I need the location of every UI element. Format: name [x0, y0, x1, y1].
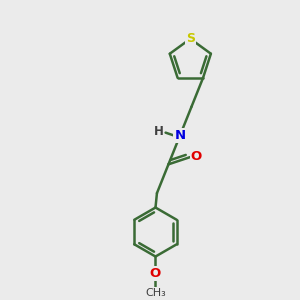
Text: O: O: [150, 267, 161, 280]
Text: N: N: [174, 129, 186, 142]
Text: O: O: [191, 150, 202, 163]
Text: S: S: [186, 32, 195, 45]
Text: CH₃: CH₃: [145, 287, 166, 298]
Text: H: H: [153, 125, 163, 138]
